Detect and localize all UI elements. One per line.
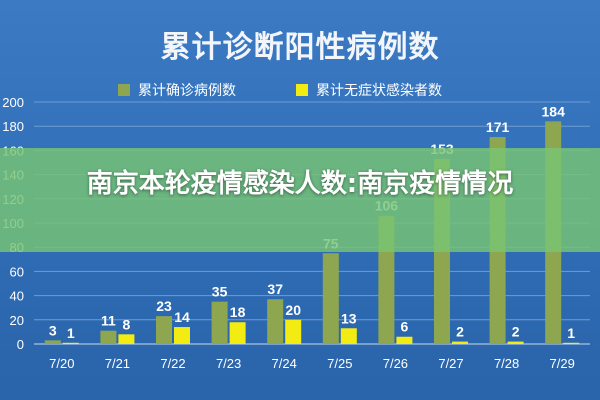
data-label: 13 — [341, 310, 357, 326]
bar-asymptomatic — [285, 319, 302, 344]
y-tick-label: 60 — [10, 264, 24, 279]
bar-asymptomatic — [452, 341, 468, 344]
y-tick-label: 200 — [2, 95, 24, 110]
data-label: 1 — [67, 325, 75, 341]
bar-confirmed — [156, 316, 172, 344]
bar-asymptomatic — [396, 336, 413, 344]
data-label: 20 — [285, 302, 301, 318]
y-tick-label: 180 — [2, 119, 24, 134]
x-tick-label: 7/24 — [272, 356, 297, 371]
legend: 累计确诊病例数 累计无症状感染者数 — [0, 80, 600, 100]
y-tick-label: 40 — [10, 289, 24, 304]
data-label: 2 — [512, 324, 520, 340]
overlay-caption: 南京本轮疫情感染人数:南京疫情情况 — [86, 169, 514, 199]
data-label: 18 — [230, 304, 246, 320]
legend-item-confirmed: 累计确诊病例数 — [118, 80, 236, 100]
legend-swatch-asymptomatic — [296, 84, 308, 96]
data-label: 171 — [486, 119, 510, 135]
legend-label-asymptomatic: 累计无症状感染者数 — [316, 82, 442, 98]
data-label: 184 — [542, 103, 566, 119]
y-tick-label: 0 — [17, 337, 24, 352]
legend-swatch-confirmed — [118, 84, 130, 96]
bar-asymptomatic — [229, 322, 246, 344]
x-tick-label: 7/29 — [550, 356, 575, 371]
legend-item-asymptomatic: 累计无症状感染者数 — [296, 80, 442, 100]
bar-asymptomatic — [118, 334, 135, 344]
data-label: 37 — [267, 281, 283, 297]
chart-title: 累计诊断阳性病例数 — [160, 31, 440, 64]
bar-confirmed — [211, 301, 228, 344]
x-tick-label: 7/25 — [327, 356, 352, 371]
data-label: 2 — [456, 324, 464, 340]
x-tick-label: 7/26 — [383, 356, 408, 371]
x-tick-label: 7/27 — [438, 356, 463, 371]
bar-asymptomatic — [507, 341, 524, 344]
data-label: 23 — [156, 298, 172, 314]
bar-confirmed — [322, 253, 339, 344]
bar-confirmed — [100, 330, 117, 344]
y-tick-label: 20 — [10, 313, 24, 328]
x-tick-label: 7/28 — [494, 356, 519, 371]
x-tick-label: 7/21 — [105, 356, 130, 371]
bar-confirmed — [44, 340, 61, 344]
data-label: 35 — [212, 284, 228, 300]
x-tick-label: 7/23 — [216, 356, 241, 371]
caption-overlay: 南京本轮疫情感染人数:南京疫情情况 — [0, 148, 600, 252]
bar-confirmed — [267, 299, 284, 344]
x-tick-label: 7/22 — [160, 356, 185, 371]
bar-asymptomatic — [174, 327, 190, 344]
x-tick-label: 7/20 — [49, 356, 74, 371]
legend-label-confirmed: 累计确诊病例数 — [138, 82, 236, 98]
data-label: 11 — [101, 313, 116, 329]
bar-asymptomatic — [563, 342, 580, 344]
data-label: 1 — [567, 325, 575, 341]
data-label: 8 — [123, 316, 131, 332]
data-label: 3 — [49, 322, 57, 338]
data-label: 6 — [401, 319, 409, 335]
data-label: 14 — [174, 309, 190, 325]
bar-asymptomatic — [62, 342, 79, 344]
bar-asymptomatic — [340, 328, 357, 344]
